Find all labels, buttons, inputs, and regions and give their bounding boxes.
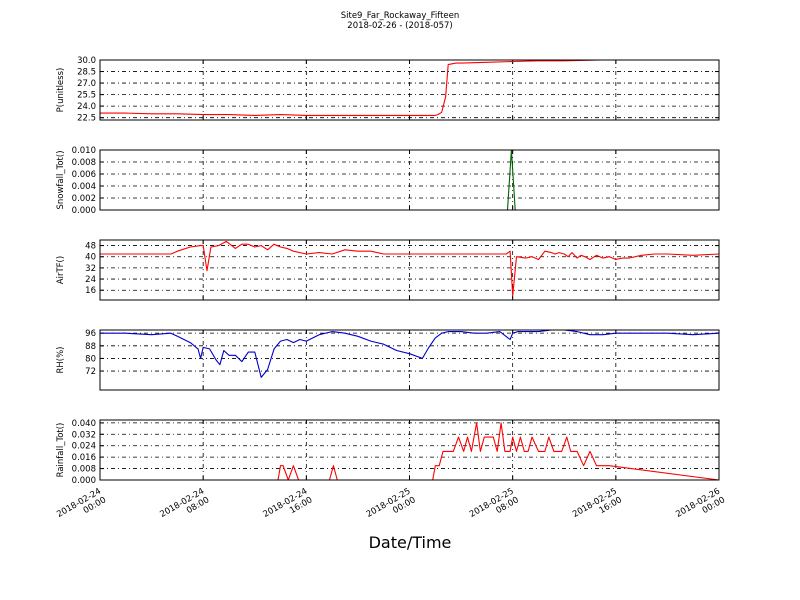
y-tick-label: 0.040 [72,419,96,429]
y-tick-label: 25.5 [77,91,96,101]
panel-frame [99,329,720,391]
y-tick-label: 0.000 [72,206,96,216]
y-tick-label: 28.5 [77,68,96,78]
y-tick-label: 30.0 [77,56,96,66]
y-tick-label: 0.006 [72,170,96,180]
panel-frame [99,149,720,211]
y-tick-label: 40 [85,253,96,263]
y-tick-label: 0.010 [72,146,96,156]
y-tick-label: 72 [85,367,96,377]
y-tick-label: 24.0 [77,102,96,112]
series-line [100,59,601,116]
y-tick-label: 16 [85,286,96,296]
y-axis-label: RH(%) [56,346,66,373]
chart-title: Site9_Far_Rockaway_Fifteen [340,11,460,21]
panel-1: 22.5 24.025.5 27.028.5 30.0 P(unitless) [56,56,720,124]
panel-frame [99,59,720,121]
y-tick-label: 0.004 [72,182,96,192]
y-tick-label: 0.032 [72,430,96,440]
y-tick-label: 0.008 [72,465,96,475]
y-tick-label: 0.024 [72,442,96,452]
y-tick-label: 96 [85,329,96,339]
panel-2: 0.000 0.002 0.004 0.006 0.008 0.010 Snowfall_T… [56,146,720,216]
y-tick-label: 48 [85,242,96,252]
x-axis-label: Date/Time [368,533,452,552]
y-axis-label: Snowfall_Tot() [56,150,66,209]
panel-frame [99,239,720,301]
y-tick-label: 32 [85,264,96,274]
y-tick-label: 27.0 [77,79,96,89]
panel-4: 72 80 88 96 RH(%) [56,329,720,391]
y-tick-label: 0.000 [72,476,96,486]
y-tick-label: 0.002 [72,194,96,204]
y-axis-label: Rainfall_Tot() [56,423,66,478]
panel-frame [99,419,720,481]
y-tick-label: 22.5 [77,114,96,124]
y-tick-label: 24 [85,275,96,285]
y-axis-label: AirTF() [56,256,66,284]
y-tick-label: 0.016 [72,453,96,463]
y-axis-label: P(unitless) [56,68,66,113]
chart-subtitle: 2018-02-26 - (2018-057) [347,21,453,31]
series-line [100,240,720,297]
y-tick-label: 88 [85,342,96,352]
y-tick-label: 0.008 [72,158,96,168]
y-tick-label: 80 [85,354,96,364]
series-line [100,422,720,481]
